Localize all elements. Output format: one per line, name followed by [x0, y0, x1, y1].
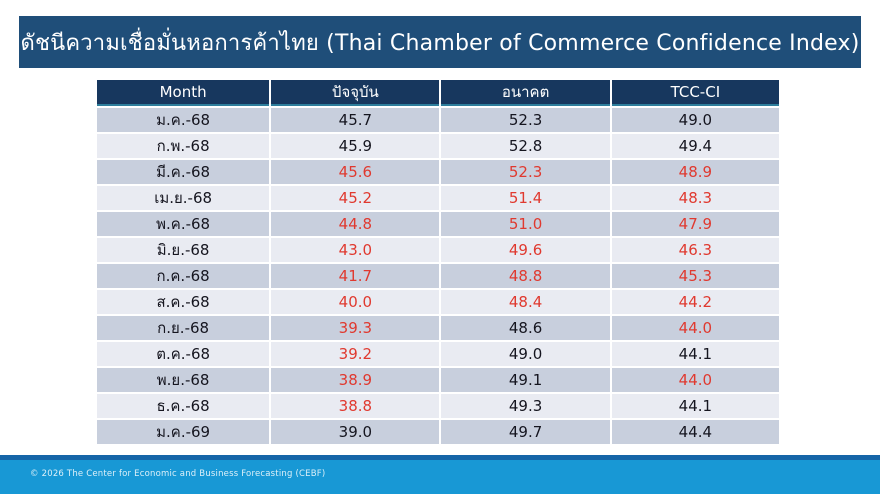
- value-cell: 48.3: [611, 186, 779, 210]
- value-cell: 48.6: [441, 316, 610, 340]
- value-cell: 52.8: [441, 134, 610, 158]
- value-cell: 52.3: [441, 160, 610, 184]
- table-header: Month ปัจจุบัน อนาคต TCC-CI: [97, 80, 779, 106]
- value-cell: 51.4: [441, 186, 610, 210]
- value-cell: 45.6: [271, 160, 440, 184]
- title-banner: ดัชนีความเชื่อมั่นหอการค้าไทย (Thai Cham…: [19, 16, 861, 68]
- value-cell: 44.1: [611, 342, 779, 366]
- table-row: ส.ค.-68 40.0 48.4 44.2: [97, 290, 779, 314]
- footer-divider-line: [0, 455, 880, 460]
- value-cell: 38.8: [271, 394, 440, 418]
- footer-band: © 2026 The Center for Economic and Busin…: [0, 460, 880, 494]
- value-cell: 39.2: [271, 342, 440, 366]
- footer-copyright: © 2026 The Center for Economic and Busin…: [30, 469, 326, 479]
- value-cell: 44.2: [611, 290, 779, 314]
- value-cell: 39.0: [271, 420, 440, 444]
- value-cell: 52.3: [441, 108, 610, 132]
- confidence-index-table-wrap: Month ปัจจุบัน อนาคต TCC-CI ม.ค.-68 45.7…: [95, 78, 781, 446]
- value-cell: 49.0: [611, 108, 779, 132]
- value-cell: 45.7: [271, 108, 440, 132]
- value-cell: 44.8: [271, 212, 440, 236]
- month-cell: ธ.ค.-68: [97, 394, 270, 418]
- table-row: ก.ย.-68 39.3 48.6 44.0: [97, 316, 779, 340]
- month-cell: ก.ค.-68: [97, 264, 270, 288]
- table-body: ม.ค.-68 45.7 52.3 49.0 ก.พ.-68 45.9 52.8…: [97, 108, 779, 444]
- table-row: ก.ค.-68 41.7 48.8 45.3: [97, 264, 779, 288]
- value-cell: 45.3: [611, 264, 779, 288]
- table-header-row: Month ปัจจุบัน อนาคต TCC-CI: [97, 80, 779, 106]
- table-row: ธ.ค.-68 38.8 49.3 44.1: [97, 394, 779, 418]
- value-cell: 38.9: [271, 368, 440, 392]
- page-title: ดัชนีความเชื่อมั่นหอการค้าไทย (Thai Cham…: [20, 30, 860, 56]
- value-cell: 47.9: [611, 212, 779, 236]
- column-header-present: ปัจจุบัน: [271, 80, 440, 106]
- value-cell: 40.0: [271, 290, 440, 314]
- month-cell: ม.ค.-69: [97, 420, 270, 444]
- month-cell: มิ.ย.-68: [97, 238, 270, 262]
- value-cell: 44.0: [611, 316, 779, 340]
- table-row: ต.ค.-68 39.2 49.0 44.1: [97, 342, 779, 366]
- value-cell: 46.3: [611, 238, 779, 262]
- table-row: พ.ย.-68 38.9 49.1 44.0: [97, 368, 779, 392]
- value-cell: 44.4: [611, 420, 779, 444]
- table-row: ม.ค.-68 45.7 52.3 49.0: [97, 108, 779, 132]
- table-row: เม.ย.-68 45.2 51.4 48.3: [97, 186, 779, 210]
- column-header-month: Month: [97, 80, 270, 106]
- value-cell: 49.7: [441, 420, 610, 444]
- value-cell: 39.3: [271, 316, 440, 340]
- value-cell: 48.8: [441, 264, 610, 288]
- value-cell: 45.9: [271, 134, 440, 158]
- table-row: มี.ค.-68 45.6 52.3 48.9: [97, 160, 779, 184]
- table-row: พ.ค.-68 44.8 51.0 47.9: [97, 212, 779, 236]
- value-cell: 49.3: [441, 394, 610, 418]
- confidence-index-table: Month ปัจจุบัน อนาคต TCC-CI ม.ค.-68 45.7…: [95, 78, 781, 446]
- table-row: มิ.ย.-68 43.0 49.6 46.3: [97, 238, 779, 262]
- value-cell: 44.1: [611, 394, 779, 418]
- value-cell: 43.0: [271, 238, 440, 262]
- month-cell: พ.ค.-68: [97, 212, 270, 236]
- table-row: ม.ค.-69 39.0 49.7 44.4: [97, 420, 779, 444]
- column-header-future: อนาคต: [441, 80, 610, 106]
- month-cell: พ.ย.-68: [97, 368, 270, 392]
- value-cell: 41.7: [271, 264, 440, 288]
- value-cell: 45.2: [271, 186, 440, 210]
- value-cell: 48.9: [611, 160, 779, 184]
- value-cell: 49.0: [441, 342, 610, 366]
- value-cell: 51.0: [441, 212, 610, 236]
- value-cell: 49.4: [611, 134, 779, 158]
- month-cell: เม.ย.-68: [97, 186, 270, 210]
- value-cell: 44.0: [611, 368, 779, 392]
- month-cell: ม.ค.-68: [97, 108, 270, 132]
- month-cell: ต.ค.-68: [97, 342, 270, 366]
- value-cell: 49.1: [441, 368, 610, 392]
- month-cell: ก.ย.-68: [97, 316, 270, 340]
- value-cell: 48.4: [441, 290, 610, 314]
- month-cell: ส.ค.-68: [97, 290, 270, 314]
- month-cell: ก.พ.-68: [97, 134, 270, 158]
- column-header-tcc-ci: TCC-CI: [611, 80, 779, 106]
- table-row: ก.พ.-68 45.9 52.8 49.4: [97, 134, 779, 158]
- value-cell: 49.6: [441, 238, 610, 262]
- month-cell: มี.ค.-68: [97, 160, 270, 184]
